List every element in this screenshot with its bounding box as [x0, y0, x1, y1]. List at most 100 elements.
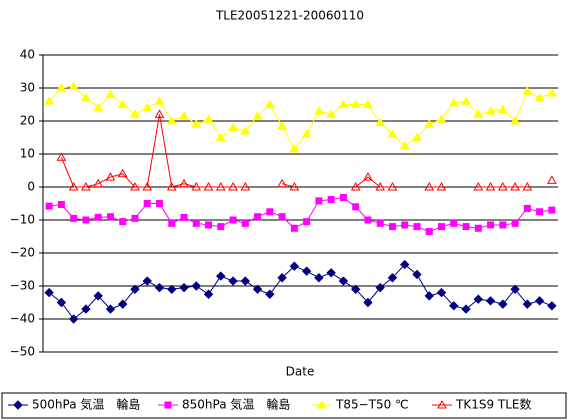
data-point	[387, 129, 398, 138]
data-point	[228, 122, 238, 132]
data-point	[278, 213, 286, 221]
data-point	[68, 314, 79, 324]
data-point	[142, 181, 153, 191]
data-point	[534, 92, 545, 102]
y-tick-label: −30	[10, 279, 35, 293]
data-point	[424, 181, 435, 191]
data-point	[166, 115, 177, 125]
data-point	[216, 271, 226, 281]
x-axis-label: Date	[286, 365, 315, 379]
data-point	[375, 282, 385, 293]
data-point	[217, 223, 225, 231]
data-point	[485, 181, 496, 191]
data-point	[338, 276, 349, 286]
data-point	[315, 197, 323, 205]
data-point	[375, 117, 386, 127]
data-point	[105, 172, 116, 181]
data-point	[375, 181, 386, 191]
data-point	[424, 119, 435, 128]
data-point	[326, 109, 337, 118]
legend-label: TK1S9 TLE数	[455, 397, 532, 412]
data-point	[327, 196, 335, 204]
legend-marker	[13, 400, 23, 410]
data-point	[522, 299, 533, 309]
data-point	[449, 301, 459, 311]
data-point	[191, 119, 202, 128]
data-point	[167, 284, 177, 295]
data-point	[522, 181, 533, 191]
data-point	[119, 218, 127, 226]
y-tick-label: −50	[10, 345, 35, 359]
data-point	[240, 125, 251, 135]
data-point	[240, 181, 251, 191]
y-tick-label: 20	[20, 114, 35, 128]
data-point	[387, 273, 398, 283]
data-point	[264, 99, 275, 108]
data-point	[473, 109, 484, 118]
chart-title: TLE20051221-20060110	[215, 9, 364, 23]
data-point	[130, 181, 140, 191]
legend-marker	[164, 401, 172, 409]
data-point	[473, 294, 484, 304]
data-point	[401, 221, 409, 229]
data-point	[461, 304, 471, 314]
data-point	[266, 208, 274, 216]
data-point	[180, 213, 188, 221]
data-point	[203, 114, 214, 123]
data-point	[485, 106, 496, 115]
data-point	[474, 224, 482, 232]
data-point	[413, 223, 421, 231]
data-point	[191, 181, 202, 191]
data-point	[352, 203, 360, 211]
data-point	[56, 297, 67, 308]
data-point	[44, 287, 54, 298]
data-point	[363, 172, 373, 181]
legend-label: 500hPa 気温 輪島	[32, 397, 140, 412]
data-point	[68, 181, 79, 191]
data-point	[301, 129, 312, 138]
data-point	[44, 96, 54, 105]
data-point	[179, 111, 189, 120]
data-point	[363, 297, 373, 308]
data-point	[339, 194, 347, 202]
y-tick-label: 10	[20, 147, 35, 161]
data-point	[399, 140, 410, 150]
data-point	[81, 181, 91, 191]
data-point	[436, 287, 447, 298]
data-point	[68, 81, 79, 90]
y-tick-label: 30	[20, 81, 35, 95]
data-point	[240, 276, 251, 286]
data-point	[117, 299, 128, 309]
data-point	[289, 261, 300, 271]
data-point	[252, 111, 263, 120]
data-point	[229, 216, 237, 224]
data-point	[523, 204, 531, 212]
data-point	[130, 284, 140, 295]
data-point	[303, 218, 311, 226]
data-point	[462, 223, 470, 231]
data-point	[350, 181, 361, 191]
data-point	[215, 181, 226, 191]
data-point	[485, 296, 496, 306]
data-point	[154, 109, 165, 118]
data-point	[179, 282, 189, 293]
data-point	[205, 221, 213, 229]
legend-label: 850hPa 気温 輪島	[182, 397, 290, 412]
data-point	[510, 284, 520, 295]
data-point	[498, 299, 508, 309]
data-point	[510, 115, 520, 125]
data-point	[215, 132, 226, 141]
data-point	[438, 223, 446, 231]
data-point	[117, 168, 128, 178]
data-point	[547, 175, 557, 184]
data-point	[448, 97, 459, 107]
data-point	[203, 289, 214, 299]
data-point	[350, 99, 361, 108]
data-point	[154, 282, 165, 293]
data-point	[511, 219, 519, 227]
data-point	[277, 273, 287, 283]
data-point	[252, 284, 263, 295]
data-point	[228, 276, 238, 286]
data-point	[265, 289, 275, 299]
